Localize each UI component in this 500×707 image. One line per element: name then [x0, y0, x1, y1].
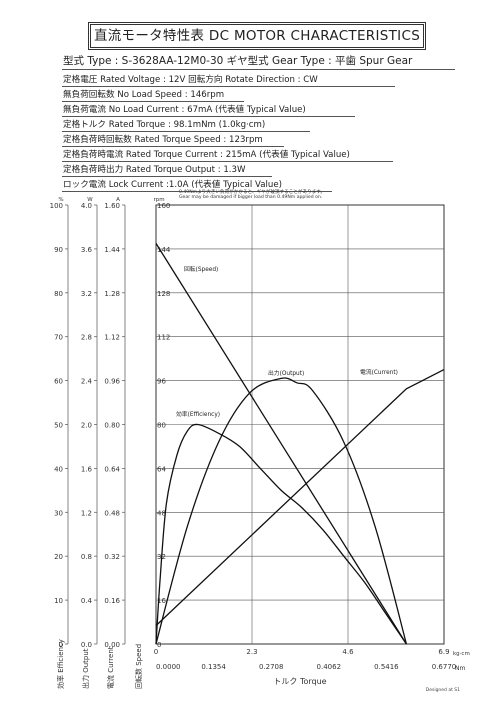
- output-tick-label: 3.6: [81, 246, 93, 254]
- spec-rated-torque: 定格トルク Rated Torque : 98.1mNm (1.0kg·cm): [63, 120, 266, 130]
- output-tick-label: 2.4: [81, 378, 93, 386]
- efficiency-unit-label: %: [58, 197, 63, 203]
- output-tick-label: 0.8: [81, 553, 92, 561]
- output-unit-label: W: [87, 197, 93, 203]
- spec-rated-voltage: 定格電圧 Rated Voltage : 12V 回転方向 Rotate Dir…: [63, 75, 318, 85]
- spec-underline: [62, 191, 332, 192]
- efficiency-tick-label: 20: [54, 553, 63, 561]
- output-curve: [155, 377, 408, 645]
- spec-underline: [62, 161, 393, 162]
- speed-tick-label: 160: [157, 202, 170, 210]
- current-tick-label: 0.64: [104, 465, 120, 473]
- x-nm-tick-label: 0.4062: [317, 663, 342, 671]
- spec-rated-torque-output: 定格負荷時出力 Rated Torque Output : 1.3W: [63, 165, 246, 175]
- speed-curve: [155, 243, 407, 645]
- x-kgcm-tick-label: 4.6: [342, 648, 354, 656]
- gear-warning-jp: 0.49Nmより大きい負荷がかかると、ギヤが破損することがあります。: [179, 190, 326, 195]
- spec-no-load-speed: 無負荷回転数 No Load Speed : 146rpm: [63, 90, 225, 100]
- x-axis-title: トルク Torque: [273, 677, 326, 686]
- x-nm-tick-label: 0.1354: [201, 663, 226, 671]
- efficiency-tick-label: 80: [54, 290, 63, 298]
- model-line: 型式 Type : S-3628AA-12M0-30 ギヤ型式 Gear Typ…: [63, 55, 413, 67]
- output-curve-label: 出力(Output): [268, 369, 304, 377]
- efficiency-tick-label: 60: [54, 378, 63, 386]
- output-axis-title: 出力 Output: [81, 648, 90, 689]
- efficiency-tick-label: 30: [54, 509, 63, 517]
- spec-underline: [62, 116, 355, 117]
- current-tick-label: 1.28: [104, 290, 120, 298]
- output-tick-label: 1.6: [81, 465, 93, 473]
- efficiency-tick-label: 100: [50, 202, 63, 210]
- x-kgcm-unit-label: kg·cm: [453, 651, 470, 657]
- efficiency-tick-label: 0: [59, 641, 63, 649]
- efficiency-tick-label: 50: [54, 422, 63, 430]
- speed-tick-label: 80: [157, 422, 166, 430]
- spec-rated-torque-current: 定格負荷時電流 Rated Torque Current : 215mA (代表…: [63, 150, 350, 160]
- x-kgcm-tick-label: 0: [154, 648, 158, 656]
- gear-warning-en: Gear may be damaged if bigger load than …: [179, 195, 323, 200]
- speed-tick-label: 0: [157, 641, 161, 649]
- speed-tick-label: 96: [157, 378, 166, 386]
- current-tick-label: 0.96: [104, 378, 120, 386]
- output-tick-label: 1.2: [81, 509, 92, 517]
- speed-tick-label: 16: [157, 597, 166, 605]
- model-underline: [62, 69, 455, 70]
- speed-unit-label: rpm: [153, 197, 164, 203]
- speed-tick-label: 144: [157, 246, 171, 254]
- x-nm-tick-label: 0.5416: [374, 663, 399, 671]
- current-tick-label: 0.16: [104, 597, 120, 605]
- efficiency-axis-title: 効率 Efficiency: [56, 639, 65, 689]
- x-nm-tick-label: 0.0000: [156, 663, 181, 671]
- current-tick-label: 1.44: [104, 246, 120, 254]
- spec-lock-current: ロック電流 Lock Current :1.0A (代表値 Typical Va…: [63, 180, 282, 190]
- output-tick-label: 2.8: [81, 334, 92, 342]
- current-curve-label: 電流(Current): [360, 368, 398, 376]
- efficiency-tick-label: 40: [54, 465, 63, 473]
- x-nm-unit-label: Nm: [455, 665, 465, 672]
- speed-curve-label: 回転(Speed): [184, 266, 218, 273]
- speed-tick-label: 64: [157, 465, 166, 473]
- efficiency-tick-label: 90: [54, 246, 63, 254]
- current-tick-label: 1.12: [104, 334, 120, 342]
- current-tick-label: 0.48: [104, 509, 120, 517]
- speed-tick-label: 112: [157, 334, 170, 342]
- efficiency-curve: [155, 423, 407, 645]
- current-unit-label: A: [116, 197, 120, 203]
- output-tick-label: 3.2: [81, 290, 92, 298]
- spec-underline: [62, 131, 310, 132]
- spec-rated-torque-speed: 定格負荷時回転数 Rated Torque Speed : 123rpm: [63, 135, 263, 145]
- efficiency-tick-label: 70: [54, 334, 63, 342]
- spec-underline: [62, 101, 244, 102]
- spec-no-load-current: 無負荷電流 No Load Current : 67mA (代表値 Typica…: [63, 105, 306, 115]
- speed-tick-label: 48: [157, 509, 166, 517]
- x-kgcm-tick-label: 6.9: [438, 648, 449, 656]
- current-curve: [155, 369, 445, 627]
- chart-title: 直流モータ特性表 DC MOTOR CHARACTERISTICS: [88, 22, 426, 50]
- efficiency-curve-label: 効率(Efficiency): [176, 410, 220, 418]
- output-tick-label: 4.0: [81, 202, 92, 210]
- spec-underline: [62, 176, 272, 177]
- spec-underline: [62, 86, 395, 87]
- x-nm-tick-label: 0.2708: [259, 663, 284, 671]
- x-nm-tick-label: 0.6770: [432, 663, 457, 671]
- current-axis-title: 電流 Current: [106, 646, 115, 689]
- current-tick-label: 1.60: [104, 202, 120, 210]
- speed-tick-label: 128: [157, 290, 170, 298]
- output-tick-label: 0.4: [81, 597, 93, 605]
- current-tick-label: 0.32: [104, 553, 120, 561]
- current-tick-label: 0.00: [104, 641, 120, 649]
- x-kgcm-tick-label: 2.3: [246, 648, 257, 656]
- output-tick-label: 0.0: [81, 641, 92, 649]
- speed-axis-title: 回転数 Speed: [134, 644, 143, 689]
- spec-underline: [62, 146, 284, 147]
- current-tick-label: 0.80: [104, 422, 120, 430]
- footer-note: Designed at S1: [425, 688, 460, 693]
- output-tick-label: 2.0: [81, 422, 92, 430]
- efficiency-tick-label: 10: [54, 597, 63, 605]
